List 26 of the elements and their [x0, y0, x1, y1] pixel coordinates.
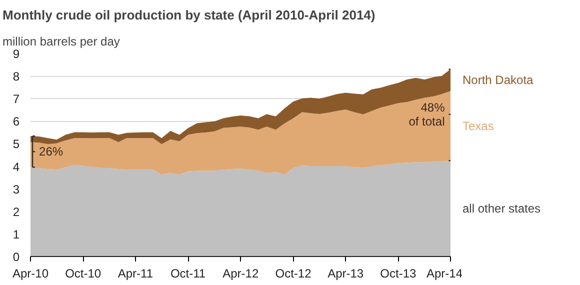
- x-tick-label: Oct-12: [275, 266, 312, 280]
- series-label: North Dakota: [462, 73, 534, 88]
- chart-title: Monthly crude oil production by state (April 2010-April 2014): [2, 8, 376, 22]
- y-tick-label: 1: [12, 227, 20, 242]
- x-tick-label: Apr-14: [426, 266, 463, 280]
- y-tick-label: 8: [12, 70, 20, 84]
- x-tick-label: Apr-11: [118, 266, 154, 280]
- x-tick-label: Apr-13: [328, 266, 364, 280]
- x-tick-label: Oct-11: [170, 266, 206, 280]
- y-axis-title: million barrels per day: [2, 34, 120, 48]
- x-tick-label: Apr-12: [222, 266, 259, 280]
- y-tick-label: 4: [12, 160, 20, 174]
- annotation: 26%: [39, 144, 64, 159]
- series-label: all other states: [462, 202, 541, 216]
- x-tick-label: Oct-13: [380, 266, 417, 280]
- y-tick-label: 6: [12, 114, 20, 129]
- y-tick-label: 0: [12, 250, 20, 264]
- x-tick-label: Apr-10: [12, 266, 49, 280]
- y-tick-label: 2: [12, 204, 20, 219]
- y-tick-label: 7: [12, 92, 20, 106]
- y-tick-label: 3: [12, 182, 20, 196]
- y-tick-label: 5: [12, 137, 20, 152]
- series-label: Texas: [462, 118, 494, 133]
- x-tick-label: Oct-10: [65, 266, 102, 280]
- annotation: 48% of total: [408, 100, 446, 128]
- y-tick-label: 9: [12, 47, 20, 61]
